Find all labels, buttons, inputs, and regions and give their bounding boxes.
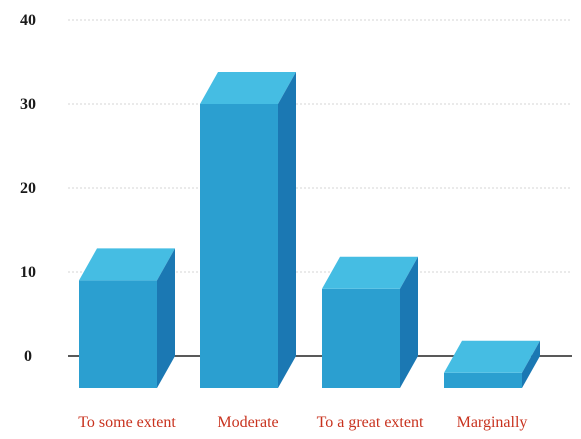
bar-front-face [79, 280, 157, 388]
bar-top-face [200, 72, 296, 104]
x-category-label: Moderate [217, 414, 278, 431]
bar-side-face [278, 72, 296, 388]
y-axis-tick-labels: 0 10 20 30 40 [20, 12, 36, 365]
y-tick-label: 10 [20, 264, 36, 281]
bar-front-face [444, 372, 522, 388]
x-category-label: To a great extent [317, 414, 424, 431]
bar-front-face [322, 288, 400, 388]
x-axis-category-labels: To some extent Moderate To a great extent M… [78, 414, 527, 431]
bars [79, 72, 540, 388]
y-tick-label: 40 [20, 12, 36, 29]
y-tick-label: 0 [24, 348, 32, 365]
y-tick-label: 30 [20, 96, 36, 113]
bar-side-face [400, 256, 418, 388]
bar-top-face [444, 340, 540, 373]
x-category-label: To some extent [78, 414, 176, 431]
gridlines [68, 19, 572, 273]
bar [79, 248, 175, 388]
bar-front-face [200, 104, 278, 388]
y-tick-label: 20 [20, 180, 36, 197]
x-category-label: Marginally [457, 414, 528, 431]
bar [322, 256, 418, 388]
bar-side-face [157, 248, 175, 388]
bar-top-face [79, 248, 175, 281]
bar-side-face [522, 340, 540, 388]
bar-top-face [322, 256, 418, 289]
bar [200, 72, 296, 388]
bar [444, 340, 540, 388]
